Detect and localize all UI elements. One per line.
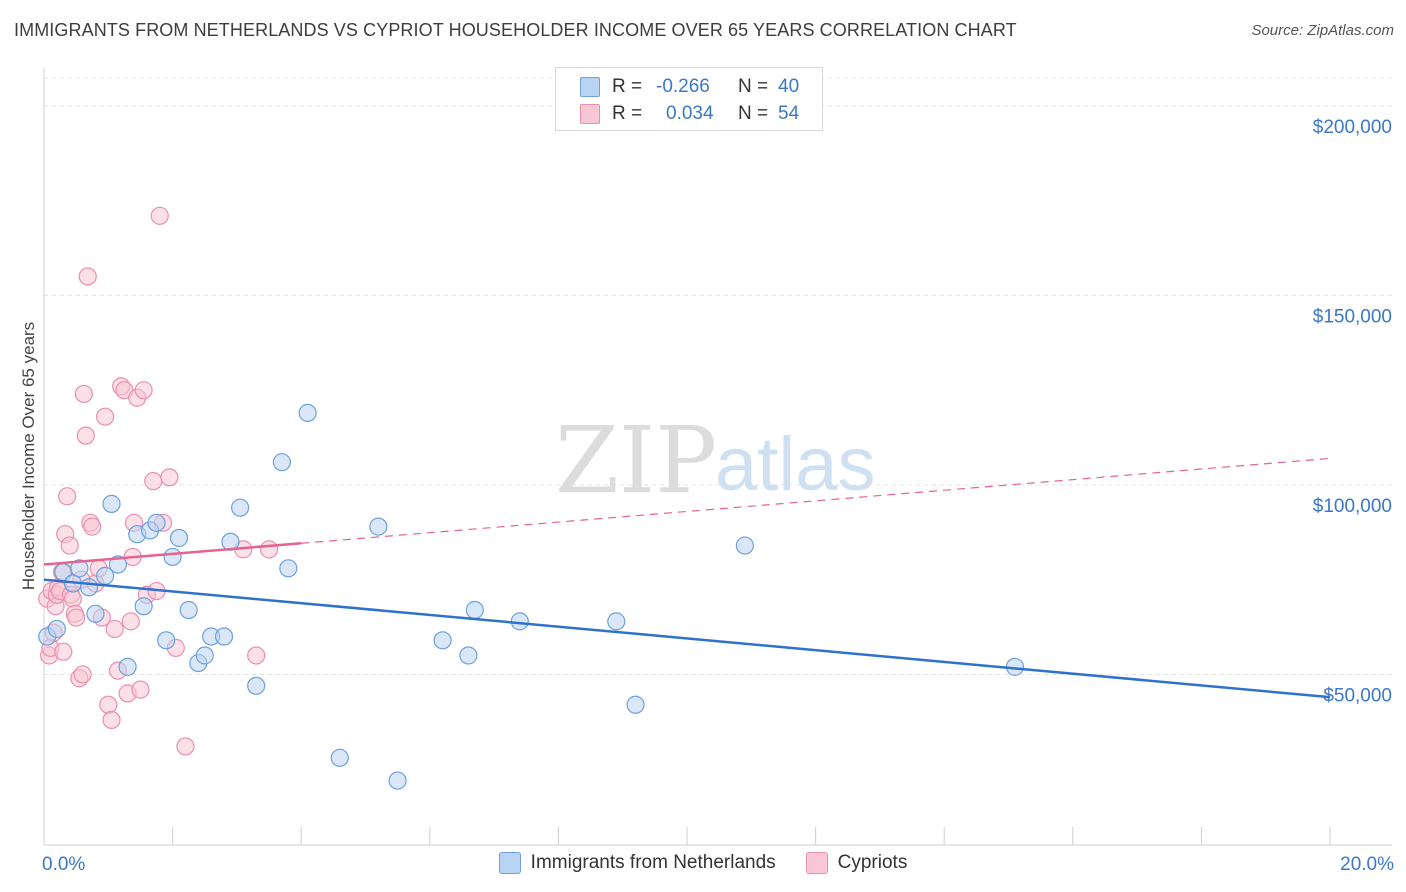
legend-label: Immigrants from Netherlands [530, 852, 776, 873]
y-tick-label: $200,000 [1313, 117, 1392, 138]
legend-swatch-pink [805, 852, 828, 874]
data-point-netherlands[interactable] [86, 604, 105, 623]
legend-r-value: 0.034 [666, 103, 714, 124]
data-point-netherlands[interactable] [388, 771, 407, 790]
axes [43, 68, 1392, 846]
data-point-cypriots[interactable] [247, 646, 266, 665]
data-point-netherlands[interactable] [231, 498, 250, 517]
data-point-netherlands[interactable] [626, 695, 645, 714]
watermark-atlas: atlas [715, 422, 876, 507]
data-point-netherlands[interactable] [214, 627, 234, 646]
data-point-netherlands[interactable] [735, 536, 754, 555]
data-point-cypriots[interactable] [60, 536, 79, 555]
tick-labels: $50,000 $100,000 $150,000 $200,000 0.0% 20.0% [42, 117, 1394, 875]
data-point-netherlands[interactable] [195, 646, 214, 665]
data-point-cypriots[interactable] [74, 384, 93, 404]
data-point-cypriots[interactable] [67, 608, 86, 627]
data-point-cypriots[interactable] [102, 710, 121, 730]
legend-label: Cypriots [837, 852, 908, 873]
data-point-cypriots[interactable] [54, 642, 73, 661]
trend-line-cypriots-dashed [301, 457, 1331, 544]
data-point-cypriots[interactable] [83, 517, 102, 536]
watermark-zip: ZIP [555, 407, 717, 514]
data-point-cypriots[interactable] [131, 680, 150, 699]
data-point-netherlands[interactable] [433, 631, 452, 650]
y-tick-label: $100,000 [1313, 496, 1392, 517]
legend-n-value: 54 [778, 103, 800, 124]
gridlines [44, 77, 1392, 675]
chart-title: IMMIGRANTS FROM NETHERLANDS VS CYPRIOT H… [14, 20, 1017, 40]
data-point-netherlands[interactable] [47, 619, 66, 639]
series-cypriots-points [38, 206, 279, 756]
data-point-cypriots[interactable] [144, 472, 163, 491]
data-point-netherlands[interactable] [102, 494, 121, 513]
data-point-netherlands[interactable] [70, 559, 89, 578]
data-point-netherlands[interactable] [607, 612, 626, 631]
data-point-netherlands[interactable] [108, 555, 128, 574]
data-point-cypriots[interactable] [63, 589, 83, 608]
y-axis-label: Householder Income Over 65 years [19, 322, 38, 590]
data-point-netherlands[interactable] [279, 559, 298, 578]
legend-r-label: R = [612, 103, 643, 124]
data-point-cypriots[interactable] [73, 665, 92, 684]
data-point-cypriots[interactable] [78, 267, 97, 286]
y-tick-label: $50,000 [1323, 685, 1392, 706]
trend-lines [43, 457, 1331, 699]
data-point-netherlands[interactable] [272, 453, 292, 472]
data-point-cypriots[interactable] [150, 206, 169, 225]
data-point-netherlands[interactable] [79, 578, 99, 597]
source-credit: Source: ZipAtlas.com [1251, 22, 1394, 39]
data-point-cypriots[interactable] [134, 381, 153, 400]
x-tick-label-min: 0.0% [42, 854, 85, 875]
legend-r-value: -0.266 [656, 76, 710, 97]
data-point-netherlands[interactable] [118, 657, 137, 676]
data-point-netherlands[interactable] [134, 597, 153, 616]
data-point-netherlands[interactable] [157, 631, 176, 650]
data-point-cypriots[interactable] [95, 407, 115, 426]
data-point-cypriots[interactable] [259, 540, 279, 559]
data-point-netherlands[interactable] [247, 676, 266, 695]
trend-line-cypriots-solid [43, 542, 302, 566]
x-tick-label-max: 20.0% [1340, 854, 1394, 875]
data-point-netherlands[interactable] [169, 528, 189, 548]
zipatlas-watermark: ZIP atlas [555, 407, 876, 514]
trend-line-netherlands [43, 578, 1331, 699]
data-point-cypriots[interactable] [160, 468, 179, 487]
data-point-cypriots[interactable] [121, 612, 140, 631]
y-tick-label: $150,000 [1313, 306, 1392, 327]
data-point-cypriots[interactable] [105, 619, 124, 639]
legend-n-label: N = [738, 103, 769, 124]
legend-swatch-blue [580, 77, 600, 97]
data-point-cypriots[interactable] [176, 737, 195, 756]
data-point-netherlands[interactable] [163, 547, 182, 567]
data-point-cypriots[interactable] [58, 487, 77, 506]
data-point-netherlands[interactable] [330, 748, 349, 767]
legend-row-netherlands: R = -0.266 N = 40 [580, 75, 799, 99]
data-point-cypriots[interactable] [76, 426, 95, 445]
data-point-netherlands[interactable] [179, 600, 198, 620]
data-point-cypriots[interactable] [99, 695, 118, 714]
series-legend: Immigrants from Netherlands Cypriots [0, 852, 1406, 874]
data-point-netherlands[interactable] [465, 600, 484, 620]
legend-item-cypriots[interactable]: Cypriots [805, 852, 908, 874]
legend-n-label: N = [738, 76, 769, 97]
legend-swatch-pink [580, 104, 600, 124]
series-netherlands-points [38, 403, 1025, 790]
data-point-netherlands[interactable] [298, 403, 317, 423]
data-point-netherlands[interactable] [459, 646, 478, 665]
correlation-legend: R = -0.266 N = 40 R = 0.034 N = 54 [555, 67, 823, 131]
legend-n-value: 40 [778, 76, 800, 97]
legend-r-label: R = [612, 76, 643, 97]
data-point-netherlands[interactable] [147, 513, 166, 532]
legend-item-netherlands[interactable]: Immigrants from Netherlands [498, 852, 776, 874]
data-point-netherlands[interactable] [369, 517, 388, 536]
legend-swatch-blue [498, 852, 521, 874]
legend-row-cypriots: R = 0.034 N = 54 [580, 102, 799, 126]
